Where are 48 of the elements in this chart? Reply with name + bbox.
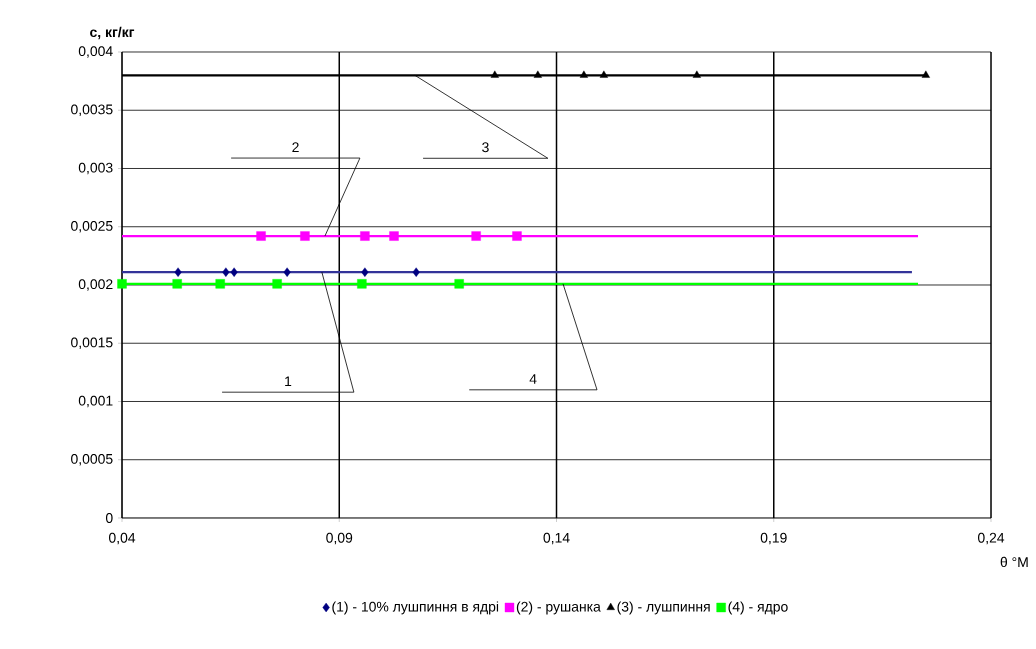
legend-label: (4) - ядро xyxy=(728,601,788,615)
point xyxy=(471,231,481,241)
point xyxy=(921,70,930,78)
legend-label: (3) - лушпиння xyxy=(617,601,710,615)
point xyxy=(283,267,291,277)
point xyxy=(360,231,370,241)
x-tick-label: 0,09 xyxy=(326,532,353,545)
y-tick-label: 0,0035 xyxy=(71,104,113,116)
annotation: 4 xyxy=(529,374,537,384)
y-tick-label: 0,0015 xyxy=(71,337,113,349)
legend-label: (2) - рушанка xyxy=(516,601,601,615)
point xyxy=(272,279,282,289)
point xyxy=(117,279,127,289)
y-tick-label: 0,004 xyxy=(78,46,113,58)
y-tick-label: 0,0025 xyxy=(71,220,113,233)
point xyxy=(692,70,701,78)
point xyxy=(512,231,522,241)
annotation: 2 xyxy=(292,142,299,153)
point xyxy=(412,267,420,277)
point xyxy=(599,70,608,78)
y-tick-label: 0,002 xyxy=(78,279,113,291)
point xyxy=(389,231,399,241)
point xyxy=(174,267,182,277)
point xyxy=(222,267,230,277)
point xyxy=(579,70,588,78)
point xyxy=(300,231,310,241)
x-tick-label: 0,24 xyxy=(977,532,1005,545)
x-tick-label: 0,04 xyxy=(108,532,136,545)
annotation: 3 xyxy=(482,142,489,153)
annotation: 1 xyxy=(285,376,292,387)
point xyxy=(454,279,464,289)
x-tick-label: 0,14 xyxy=(543,532,570,545)
point xyxy=(256,231,266,241)
point xyxy=(357,279,367,289)
y-tick-label: 0,001 xyxy=(78,395,113,408)
point xyxy=(172,279,182,289)
point xyxy=(215,279,225,289)
point xyxy=(361,267,369,277)
x-tick-label: 0,19 xyxy=(760,532,787,545)
x-axis-title: θ °М xyxy=(1000,556,1028,568)
legend-label: (1) - 10% лушпиння в ядрі xyxy=(332,601,499,615)
y-tick-label: 0,003 xyxy=(78,162,113,175)
point xyxy=(533,70,542,78)
y-axis-title: c, кг/кг xyxy=(90,26,135,40)
point xyxy=(490,70,499,78)
y-tick-label: 0,0005 xyxy=(71,453,113,466)
y-tick-label: 0 xyxy=(105,513,113,523)
point xyxy=(230,267,238,277)
